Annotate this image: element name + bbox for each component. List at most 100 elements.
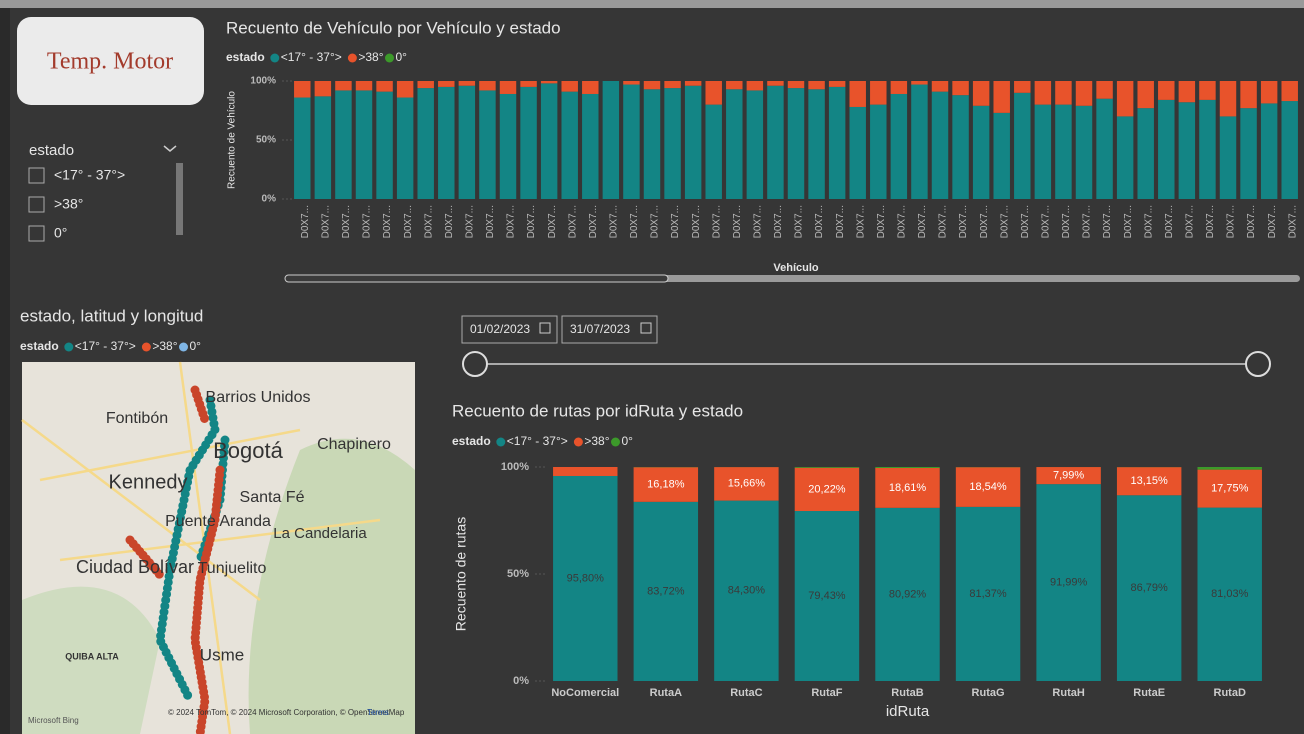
bar-segment [458,85,476,199]
bar-segment [714,467,779,501]
x-tick-label: D0X7... [382,205,393,238]
bar-segment [417,81,434,89]
bar-segment [1281,81,1298,102]
map-label: Santa Fé [240,489,305,506]
x-tick-label: D0X7... [1102,205,1113,238]
bar-segment [1014,92,1031,199]
slider-handle[interactable] [462,351,488,377]
x-tick-label: D0X7... [1287,205,1298,238]
map-label: Barrios Unidos [206,389,311,406]
date-range: 01/02/2023 31/07/2023 [461,315,1271,377]
bar-segment [972,81,990,106]
terrain [22,586,160,734]
map-label: Usme [200,645,244,664]
map-label: Puente Aranda [165,513,271,530]
x-tick-label: D0X7... [567,205,578,238]
date-start: 01/02/2023 [470,322,530,336]
scrollbar-thumb[interactable] [284,274,669,283]
data-label: 81,03% [1211,588,1249,600]
x-tick-label: D0X7... [1143,205,1154,238]
bar-segment [1137,108,1154,199]
bar-segment [540,83,558,199]
left-border [0,8,10,734]
bar-segment [828,86,846,199]
y-tick-label: 0% [513,675,529,687]
bar-segment [1137,81,1154,109]
bar-segment [561,81,578,92]
bar-segment [746,90,764,199]
bar-segment [479,90,496,199]
bar-segment [1197,467,1262,470]
map-terms[interactable]: Terms [367,708,389,717]
legend-label: <17° - 37°> [281,50,342,64]
x-tick-label: D0X7... [1061,205,1072,238]
bar-segment [1116,81,1134,117]
bar-segment [499,81,517,94]
bar-segment [726,81,743,90]
x-tick-label: D0X7... [1205,205,1216,238]
date-input[interactable] [561,315,658,344]
legend-label: 0° [190,339,202,353]
date-input[interactable] [461,315,558,344]
bar-segment [1281,101,1298,199]
legend-dot [270,53,280,63]
bar-segment [849,81,866,107]
x-axis-title: Vehículo [773,262,819,274]
bar-segment [1034,104,1052,199]
data-label: 20,22% [808,483,846,495]
data-label: 13,15% [1131,475,1169,487]
calendar-icon[interactable] [640,322,652,334]
bar-segment [1219,81,1237,117]
bar-segment [993,112,1010,199]
y-axis-title: Recuento de rutas [453,517,469,631]
legend-label: 0° [622,434,634,448]
x-tick-label: D0X7... [1267,205,1278,238]
x-tick-label: D0X7... [650,205,661,238]
bar-segment [684,81,702,86]
bar-segment [664,88,681,199]
card-title: Temp. Motor [47,49,173,75]
bar-segment [643,81,661,90]
checkbox[interactable] [28,167,45,184]
x-tick-label: D0X7... [362,205,373,238]
bar-segment [633,467,699,502]
x-axis-title: idRuta [886,703,930,720]
checkbox[interactable] [28,196,45,213]
bar-segment [294,97,311,199]
bar-segment [633,501,699,681]
bar-segment [1096,81,1113,99]
date-end: 31/07/2023 [570,322,630,336]
bar-segment [1219,116,1237,199]
x-tick-label: D0X7... [752,205,763,238]
bar-segment [911,81,928,85]
x-tick-label: D0X7... [1226,205,1237,238]
bar-segment [1116,116,1134,199]
slider-handle[interactable] [1245,351,1271,377]
bar-segment [972,105,990,199]
slicer-option: >38° [54,196,83,212]
x-tick-label: D0X7... [917,205,928,238]
legend-dot [611,437,620,447]
bar-segment [438,86,455,199]
bar-segment [684,85,702,199]
x-tick-label: RutaB [891,687,923,699]
scrollbar[interactable] [176,163,183,235]
x-tick-label: D0X7... [1184,205,1195,238]
bar-segment [746,81,764,91]
x-tick-label: RutaH [1052,687,1084,699]
bar-segment [1197,507,1262,681]
checkbox[interactable] [28,225,45,242]
map-label: Bogotá [213,438,283,463]
legend-dot [385,53,394,63]
map-title: estado, latitud y longitud [20,306,203,325]
y-tick-label: 50% [256,135,276,146]
legend-label: >38° [584,434,609,448]
bar-segment [705,81,722,105]
dropdown-icon[interactable] [163,145,177,152]
route-dots [125,385,225,734]
bar-segment [1116,495,1182,681]
calendar-icon[interactable] [539,322,551,334]
x-tick-label: RutaG [972,687,1005,699]
slicer: estado [29,142,183,235]
bar-segment [1199,81,1216,100]
